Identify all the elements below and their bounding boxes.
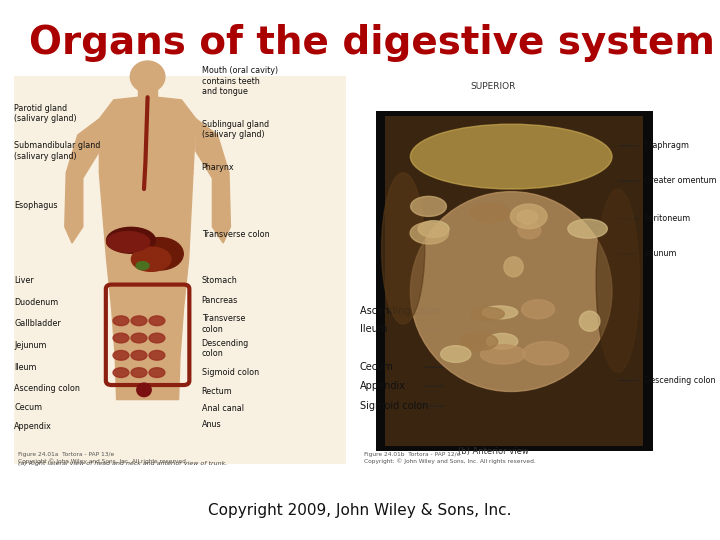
Text: Rectum: Rectum	[202, 387, 233, 396]
Ellipse shape	[137, 383, 151, 396]
Bar	[385, 116, 643, 446]
Ellipse shape	[130, 61, 165, 92]
Ellipse shape	[523, 342, 569, 365]
Ellipse shape	[460, 333, 498, 350]
Text: (a) Right lateral view of head and neck and anterior view of trunk.: (a) Right lateral view of head and neck …	[18, 461, 228, 465]
Text: Peritoneum: Peritoneum	[644, 214, 690, 223]
Text: Ascending colon: Ascending colon	[14, 384, 80, 393]
Ellipse shape	[482, 306, 518, 319]
Ellipse shape	[441, 346, 471, 362]
Text: Greater omentum: Greater omentum	[644, 177, 717, 185]
Ellipse shape	[131, 316, 147, 326]
Ellipse shape	[410, 222, 449, 244]
Text: Appendix: Appendix	[360, 381, 406, 391]
Bar	[14, 76, 346, 464]
Ellipse shape	[517, 210, 538, 224]
Text: Parotid gland
(salivary gland): Parotid gland (salivary gland)	[14, 104, 77, 123]
Ellipse shape	[107, 232, 150, 252]
Text: Pharynx: Pharynx	[202, 163, 234, 172]
Ellipse shape	[410, 124, 612, 189]
Text: Cecum: Cecum	[14, 403, 42, 412]
Ellipse shape	[131, 368, 147, 377]
Text: (b) Anterior view: (b) Anterior view	[458, 447, 528, 456]
Text: Cecum: Cecum	[360, 362, 394, 372]
Text: Copyright 2009, John Wiley & Sons, Inc.: Copyright 2009, John Wiley & Sons, Inc.	[208, 503, 512, 518]
Text: Figure 24.01a  Tortora - PAP 13/e
Copyright © John Wiley and Sons, Inc. All righ: Figure 24.01a Tortora - PAP 13/e Copyrig…	[18, 452, 188, 464]
Text: Esophagus: Esophagus	[14, 201, 58, 210]
Text: Organs of the digestive system: Organs of the digestive system	[29, 24, 715, 62]
Text: Sublingual gland
(salivary gland): Sublingual gland (salivary gland)	[202, 120, 269, 139]
Ellipse shape	[410, 197, 446, 217]
Text: Diaphragm: Diaphragm	[644, 141, 690, 150]
Ellipse shape	[382, 173, 425, 324]
Ellipse shape	[471, 202, 510, 222]
Ellipse shape	[518, 222, 541, 239]
Ellipse shape	[149, 316, 165, 326]
Ellipse shape	[149, 333, 165, 343]
Polygon shape	[99, 97, 196, 173]
Ellipse shape	[504, 257, 523, 277]
Ellipse shape	[113, 350, 129, 360]
Ellipse shape	[580, 311, 600, 331]
Text: Descending colon: Descending colon	[644, 376, 716, 385]
Text: Mouth (oral cavity)
contains teeth
and tongue: Mouth (oral cavity) contains teeth and t…	[202, 66, 278, 96]
Bar	[360, 76, 713, 464]
Ellipse shape	[410, 192, 612, 392]
Ellipse shape	[149, 368, 165, 377]
Text: Jejunum: Jejunum	[14, 341, 47, 350]
Polygon shape	[99, 173, 193, 400]
Ellipse shape	[137, 238, 183, 270]
Ellipse shape	[113, 368, 129, 377]
Ellipse shape	[521, 300, 554, 319]
Ellipse shape	[136, 261, 149, 270]
Text: Anal canal: Anal canal	[202, 404, 243, 413]
Text: Ascending colon: Ascending colon	[360, 306, 440, 315]
Text: SUPERIOR: SUPERIOR	[470, 82, 516, 91]
Text: Transverse
colon: Transverse colon	[202, 314, 245, 334]
Text: Figure 24.01b  Tortora - PAP 12/e
Copyright: © John Wiley and Sons, Inc. All rig: Figure 24.01b Tortora - PAP 12/e Copyrig…	[364, 452, 536, 464]
Text: Liver: Liver	[14, 276, 34, 285]
Text: Submandibular gland
(salivary gland): Submandibular gland (salivary gland)	[14, 141, 101, 161]
Ellipse shape	[568, 219, 608, 238]
Ellipse shape	[418, 221, 449, 238]
Text: Anus: Anus	[202, 421, 221, 429]
Ellipse shape	[107, 227, 156, 253]
Polygon shape	[196, 119, 230, 243]
Text: Ileum: Ileum	[14, 363, 37, 372]
Bar	[138, 82, 157, 98]
Ellipse shape	[131, 247, 171, 271]
Text: Appendix: Appendix	[14, 422, 53, 431]
Ellipse shape	[471, 307, 504, 320]
Ellipse shape	[510, 204, 547, 228]
Polygon shape	[65, 119, 99, 243]
Text: Jejunum: Jejunum	[644, 249, 677, 258]
Text: Duodenum: Duodenum	[14, 298, 58, 307]
Ellipse shape	[131, 350, 147, 360]
Text: Transverse colon: Transverse colon	[202, 231, 269, 239]
Text: Gallbladder: Gallbladder	[14, 320, 61, 328]
Text: Pancreas: Pancreas	[202, 296, 238, 305]
Text: Sigmoid colon: Sigmoid colon	[360, 401, 428, 411]
Ellipse shape	[487, 333, 518, 349]
Ellipse shape	[480, 345, 526, 364]
Ellipse shape	[113, 316, 129, 326]
Ellipse shape	[113, 333, 129, 343]
Text: Sigmoid colon: Sigmoid colon	[202, 368, 258, 377]
Bar	[376, 111, 653, 451]
Text: Descending
colon: Descending colon	[202, 339, 249, 358]
Text: Ileum: Ileum	[360, 325, 387, 334]
Text: Stomach: Stomach	[202, 276, 238, 285]
Ellipse shape	[131, 333, 147, 343]
Ellipse shape	[149, 350, 165, 360]
Ellipse shape	[596, 189, 639, 373]
